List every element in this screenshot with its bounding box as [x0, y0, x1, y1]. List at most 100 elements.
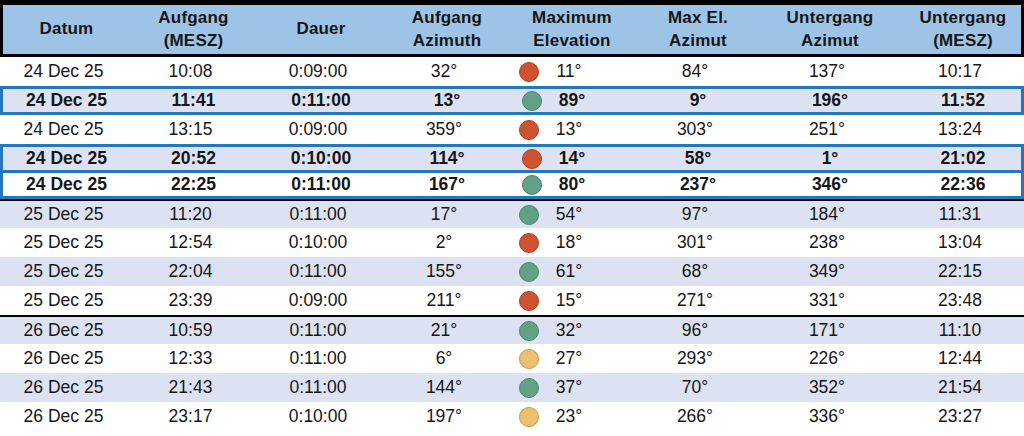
table-row[interactable]: 26 Dec 25 10:59 0:11:00 21° 32° 96° 171°…	[0, 315, 1024, 344]
cell-dauer: 0:11:00	[254, 348, 382, 369]
max-elevation-value: 89°	[559, 90, 585, 110]
cell-max-el-azimut: 9°	[635, 90, 761, 111]
table-body: 24 Dec 25 10:08 0:09:00 32° 11° 84° 137°…	[0, 57, 1024, 431]
cell-max-el-azimut: 237°	[635, 174, 761, 195]
column-header-aufgang-azimuth: Aufgang Azimuth	[385, 7, 509, 51]
cell-untergang-time: 11:52	[899, 90, 1024, 111]
column-header-dauer: Dauer	[257, 18, 385, 40]
cell-aufgang-azimuth: 13°	[385, 90, 509, 111]
cell-untergang-time: 22:36	[899, 174, 1024, 195]
table-row[interactable]: 26 Dec 25 12:33 0:11:00 6° 27° 293° 226°…	[0, 344, 1024, 373]
cell-max-elevation: 37°	[506, 377, 632, 398]
cell-dauer: 0:10:00	[254, 232, 382, 253]
cell-max-el-azimut: 68°	[632, 261, 758, 282]
max-elevation-value: 13°	[556, 119, 582, 139]
max-elevation-value: 23°	[556, 406, 582, 426]
max-elevation-value: 32°	[556, 320, 582, 340]
cell-dauer: 0:11:00	[254, 377, 382, 398]
cell-untergang-azimut: 331°	[758, 290, 896, 311]
cell-aufgang-azimuth: 17°	[382, 204, 506, 225]
cell-max-el-azimut: 266°	[632, 406, 758, 427]
cell-untergang-time: 22:15	[896, 261, 1024, 282]
table-row[interactable]: 25 Dec 25 12:54 0:10:00 2° 18° 301° 238°…	[0, 228, 1024, 257]
elevation-status-dot-icon	[522, 149, 542, 169]
cell-untergang-time: 13:24	[896, 119, 1024, 140]
cell-datum: 25 Dec 25	[0, 232, 127, 253]
cell-untergang-azimut: 171°	[758, 320, 896, 341]
cell-aufgang-time: 20:52	[130, 148, 257, 169]
cell-dauer: 0:09:00	[254, 290, 382, 311]
cell-dauer: 0:09:00	[254, 61, 382, 82]
elevation-status-dot-icon	[519, 378, 539, 398]
cell-max-elevation: 61°	[506, 261, 632, 282]
max-elevation-value: 27°	[556, 348, 582, 368]
cell-aufgang-azimuth: 144°	[382, 377, 506, 398]
cell-untergang-time: 11:10	[896, 320, 1024, 341]
cell-datum: 24 Dec 25	[3, 148, 130, 169]
table-row[interactable]: 25 Dec 25 11:20 0:11:00 17° 54° 97° 184°…	[0, 199, 1024, 228]
column-header-max-el-azimut: Max El. Azimut	[635, 7, 761, 51]
cell-max-elevation: 89°	[509, 90, 635, 111]
cell-max-elevation: 13°	[506, 119, 632, 140]
cell-untergang-azimut: 352°	[758, 377, 896, 398]
cell-aufgang-time: 23:17	[127, 406, 254, 427]
cell-max-el-azimut: 84°	[632, 61, 758, 82]
table-row[interactable]: 24 Dec 25 11:41 0:11:00 13° 89° 9° 196° …	[0, 86, 1024, 115]
cell-max-elevation: 14°	[509, 148, 635, 169]
table-row[interactable]: 24 Dec 25 20:52 0:10:00 114° 14° 58° 1° …	[0, 144, 1024, 173]
elevation-status-dot-icon	[519, 205, 539, 225]
table-row[interactable]: 26 Dec 25 21:43 0:11:00 144° 37° 70° 352…	[0, 373, 1024, 402]
max-elevation-value: 54°	[556, 204, 582, 224]
cell-datum: 24 Dec 25	[0, 61, 127, 82]
cell-untergang-time: 23:48	[896, 290, 1024, 311]
cell-max-elevation: 54°	[506, 204, 632, 225]
cell-datum: 25 Dec 25	[0, 261, 127, 282]
cell-max-elevation: 23°	[506, 406, 632, 427]
max-elevation-value: 15°	[556, 290, 582, 310]
cell-untergang-time: 21:02	[899, 148, 1024, 169]
cell-aufgang-time: 10:59	[127, 320, 254, 341]
cell-dauer: 0:09:00	[254, 119, 382, 140]
cell-aufgang-time: 23:39	[127, 290, 254, 311]
max-elevation-value: 61°	[556, 261, 582, 281]
table-row[interactable]: 25 Dec 25 22:04 0:11:00 155° 61° 68° 349…	[0, 257, 1024, 286]
cell-max-elevation: 80°	[509, 174, 635, 195]
cell-aufgang-azimuth: 32°	[382, 61, 506, 82]
table-row[interactable]: 26 Dec 25 23:17 0:10:00 197° 23° 266° 33…	[0, 402, 1024, 431]
cell-aufgang-time: 13:15	[127, 119, 254, 140]
cell-aufgang-azimuth: 155°	[382, 261, 506, 282]
table-row[interactable]: 24 Dec 25 22:25 0:11:00 167° 80° 237° 34…	[0, 170, 1024, 199]
elevation-status-dot-icon	[519, 291, 539, 311]
max-elevation-value: 80°	[559, 174, 585, 194]
cell-aufgang-time: 22:25	[130, 174, 257, 195]
elevation-status-dot-icon	[519, 120, 539, 140]
cell-datum: 24 Dec 25	[0, 119, 127, 140]
cell-dauer: 0:11:00	[254, 204, 382, 225]
table-row[interactable]: 24 Dec 25 13:15 0:09:00 359° 13° 303° 25…	[0, 115, 1024, 144]
cell-max-elevation: 11°	[506, 61, 632, 82]
table-row[interactable]: 25 Dec 25 23:39 0:09:00 211° 15° 271° 33…	[0, 286, 1024, 315]
cell-aufgang-azimuth: 21°	[382, 320, 506, 341]
elevation-status-dot-icon	[519, 262, 539, 282]
cell-max-el-azimut: 97°	[632, 204, 758, 225]
cell-dauer: 0:11:00	[257, 174, 385, 195]
elevation-status-dot-icon	[522, 91, 542, 111]
cell-max-elevation: 32°	[506, 320, 632, 341]
cell-max-el-azimut: 301°	[632, 232, 758, 253]
cell-datum: 24 Dec 25	[3, 174, 130, 195]
table-header-row: Datum Aufgang (MESZ) Dauer Aufgang Azimu…	[0, 0, 1024, 57]
cell-dauer: 0:11:00	[254, 261, 382, 282]
cell-dauer: 0:10:00	[257, 148, 385, 169]
cell-untergang-time: 21:54	[896, 377, 1024, 398]
cell-aufgang-time: 22:04	[127, 261, 254, 282]
cell-datum: 25 Dec 25	[0, 204, 127, 225]
max-elevation-value: 37°	[556, 377, 582, 397]
cell-aufgang-time: 10:08	[127, 61, 254, 82]
cell-datum: 26 Dec 25	[0, 406, 127, 427]
cell-untergang-time: 23:27	[896, 406, 1024, 427]
elevation-status-dot-icon	[519, 62, 539, 82]
cell-max-el-azimut: 293°	[632, 348, 758, 369]
table-row[interactable]: 24 Dec 25 10:08 0:09:00 32° 11° 84° 137°…	[0, 57, 1024, 86]
cell-aufgang-azimuth: 114°	[385, 148, 509, 169]
cell-aufgang-time: 11:41	[130, 90, 257, 111]
